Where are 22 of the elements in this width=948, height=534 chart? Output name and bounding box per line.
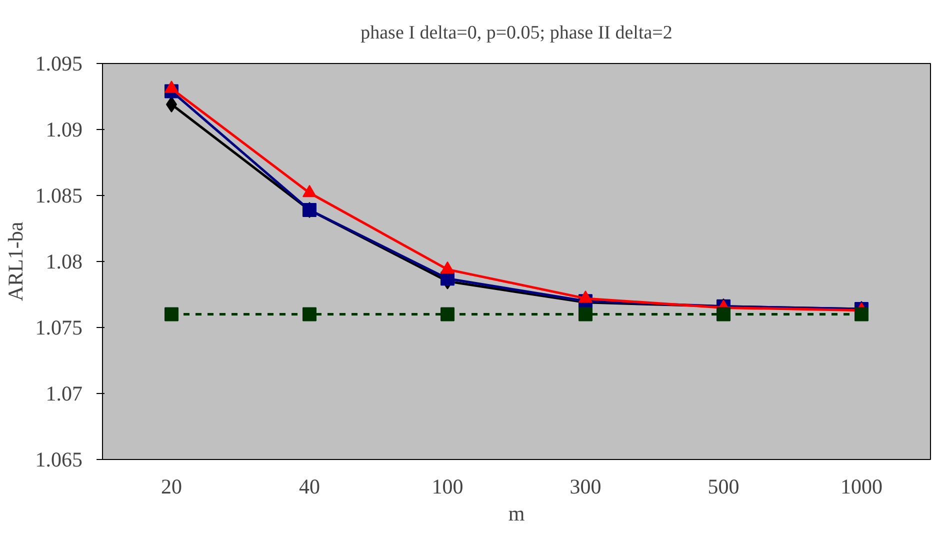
x-tick-label: 500 xyxy=(708,474,740,498)
x-tick-label: 40 xyxy=(299,474,320,498)
y-tick-label: 1.075 xyxy=(35,316,82,340)
y-tick-label: 1.065 xyxy=(35,448,82,472)
y-tick-label: 1.09 xyxy=(46,118,82,142)
y-tick-label: 1.07 xyxy=(46,382,82,406)
x-tick-label: 300 xyxy=(570,474,602,498)
point xyxy=(302,307,316,322)
x-tick-label: 1000 xyxy=(840,474,882,498)
x-axis-title: m xyxy=(508,502,525,526)
y-tick-label: 1.095 xyxy=(35,52,82,76)
point xyxy=(164,307,178,322)
point xyxy=(578,307,592,322)
point xyxy=(440,307,454,322)
x-tick-label: 100 xyxy=(432,474,464,498)
y-tick-label: 1.08 xyxy=(46,250,82,274)
point xyxy=(854,307,868,322)
x-tick-label: 20 xyxy=(161,474,182,498)
chart-title: phase I delta=0, p=0.05; phase II delta=2 xyxy=(360,22,672,44)
y-axis-title: ARL1-ba xyxy=(3,221,28,302)
point xyxy=(716,307,730,322)
y-tick-label: 1.085 xyxy=(35,184,82,208)
